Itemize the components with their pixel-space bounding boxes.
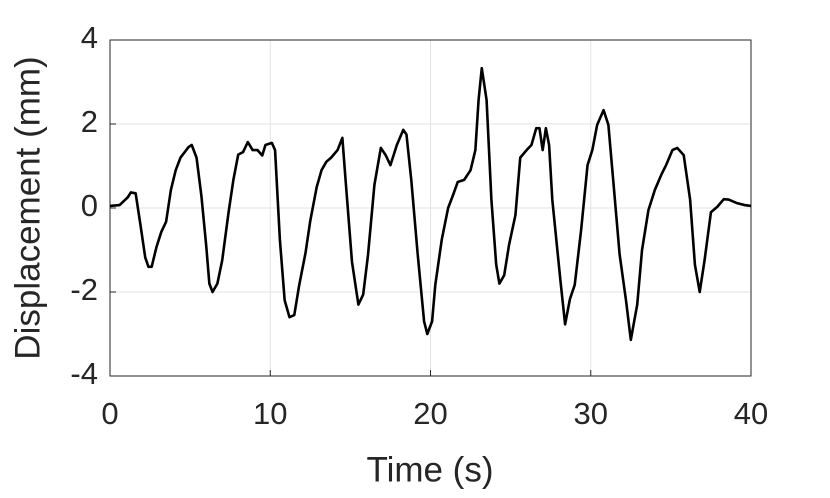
y-tick-label: 0	[81, 188, 98, 223]
y-tick-label: 2	[81, 104, 98, 139]
x-tick-label: 40	[734, 396, 768, 431]
x-tick-label: 0	[101, 396, 118, 431]
plot-frame	[109, 39, 752, 377]
y-tick-label: -2	[70, 272, 98, 307]
x-tick-label: 10	[253, 396, 287, 431]
x-axis-label: Time (s)	[366, 450, 493, 489]
y-axis-label: Displacement (mm)	[8, 56, 47, 359]
y-tick-label: -4	[70, 356, 98, 391]
data-line	[109, 66, 752, 342]
x-tick-label: 30	[574, 396, 608, 431]
y-tick-label: 4	[81, 20, 98, 55]
x-tick-label: 20	[413, 396, 447, 431]
